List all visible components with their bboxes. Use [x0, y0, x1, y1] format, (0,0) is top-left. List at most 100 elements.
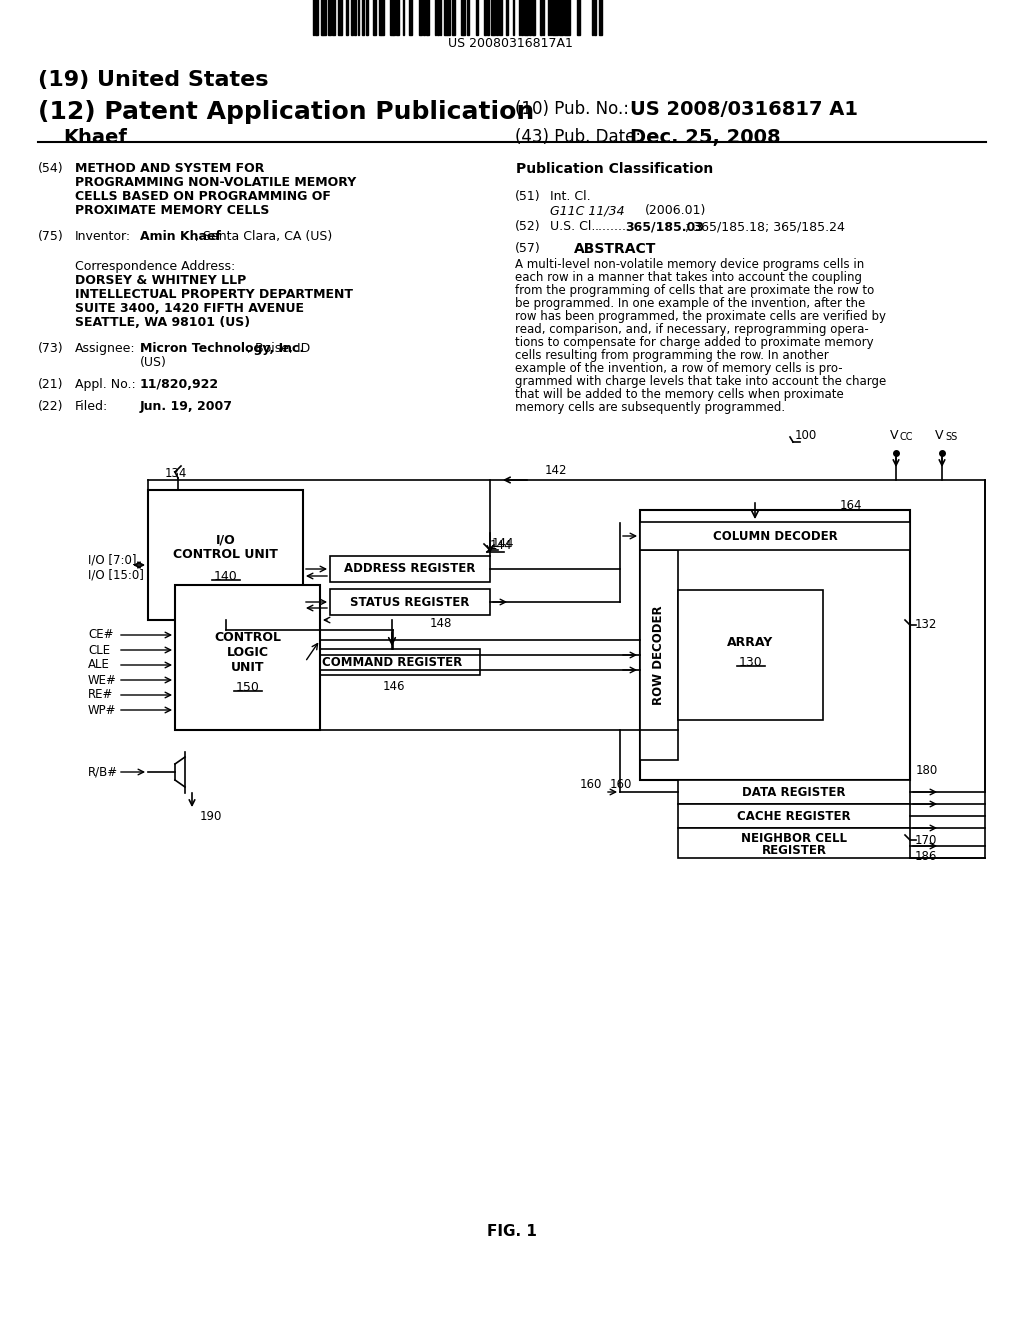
- Text: 146: 146: [383, 680, 406, 693]
- Text: each row in a manner that takes into account the coupling: each row in a manner that takes into acc…: [515, 271, 862, 284]
- Text: 144: 144: [492, 537, 514, 550]
- Text: (19) United States: (19) United States: [38, 70, 268, 90]
- Text: (75): (75): [38, 230, 63, 243]
- Text: Filed:: Filed:: [75, 400, 109, 413]
- Bar: [467, 0, 469, 36]
- Bar: [396, 0, 399, 36]
- Text: row has been programmed, the proximate cells are verified by: row has been programmed, the proximate c…: [515, 310, 886, 323]
- Bar: [487, 0, 489, 36]
- Bar: [499, 0, 502, 36]
- Bar: [379, 0, 381, 36]
- Bar: [328, 0, 331, 36]
- Text: ALE: ALE: [88, 659, 110, 672]
- Bar: [555, 0, 558, 36]
- Text: memory cells are subsequently programmed.: memory cells are subsequently programmed…: [515, 401, 785, 414]
- Text: ROW DECODER: ROW DECODER: [652, 605, 666, 705]
- Text: I/O [15:0]: I/O [15:0]: [88, 569, 144, 582]
- Bar: [506, 0, 508, 36]
- Bar: [330, 589, 490, 615]
- Bar: [559, 0, 562, 36]
- Text: 11/820,922: 11/820,922: [140, 378, 219, 391]
- Bar: [578, 0, 580, 36]
- Bar: [521, 0, 523, 36]
- Bar: [594, 0, 596, 36]
- Text: , Boise, ID: , Boise, ID: [247, 342, 310, 355]
- Text: (2006.01): (2006.01): [645, 205, 707, 216]
- Bar: [423, 0, 425, 36]
- Text: NEIGHBOR CELL: NEIGHBOR CELL: [741, 832, 847, 845]
- Text: , Santa Clara, CA (US): , Santa Clara, CA (US): [195, 230, 332, 243]
- Text: from the programming of cells that are proximate the row to: from the programming of cells that are p…: [515, 284, 874, 297]
- Text: 365/185.03: 365/185.03: [625, 220, 703, 234]
- Text: read, comparison, and, if necessary, reprogramming opera-: read, comparison, and, if necessary, rep…: [515, 323, 868, 337]
- Bar: [346, 0, 348, 36]
- Text: V: V: [890, 429, 898, 442]
- Text: grammed with charge levels that take into account the charge: grammed with charge levels that take int…: [515, 375, 886, 388]
- Text: Khaef: Khaef: [63, 128, 127, 147]
- Bar: [419, 0, 422, 36]
- Bar: [381, 0, 384, 36]
- Text: Jun. 19, 2007: Jun. 19, 2007: [140, 400, 233, 413]
- Text: ARRAY: ARRAY: [727, 636, 773, 649]
- Text: 180: 180: [916, 763, 938, 776]
- Text: 132: 132: [915, 619, 937, 631]
- Bar: [678, 828, 910, 858]
- Text: A multi-level non-volatile memory device programs cells in: A multi-level non-volatile memory device…: [515, 257, 864, 271]
- Text: RE#: RE#: [88, 689, 114, 701]
- Text: Int. Cl.: Int. Cl.: [550, 190, 591, 203]
- Bar: [330, 556, 490, 582]
- Text: (21): (21): [38, 378, 63, 391]
- Bar: [332, 0, 335, 36]
- Text: CC: CC: [900, 432, 913, 442]
- Text: (57): (57): [515, 242, 541, 255]
- Text: SUITE 3400, 1420 FIFTH AVENUE: SUITE 3400, 1420 FIFTH AVENUE: [75, 302, 304, 315]
- Text: ABSTRACT: ABSTRACT: [573, 242, 656, 256]
- Text: I/O: I/O: [216, 533, 236, 546]
- Text: 144: 144: [490, 539, 512, 552]
- Bar: [640, 550, 678, 760]
- Text: US 2008/0316817 A1: US 2008/0316817 A1: [630, 100, 858, 119]
- Text: (51): (51): [515, 190, 541, 203]
- Bar: [362, 0, 364, 36]
- Text: 130: 130: [738, 656, 763, 669]
- Bar: [305, 649, 480, 675]
- Text: Amin Khaef: Amin Khaef: [140, 230, 221, 243]
- Text: 170: 170: [915, 833, 937, 846]
- Text: ..........: ..........: [595, 220, 635, 234]
- Text: 190: 190: [200, 810, 222, 822]
- Bar: [484, 0, 486, 36]
- Text: ; 365/185.18; 365/185.24: ; 365/185.18; 365/185.24: [685, 220, 845, 234]
- Text: Micron Technology, Inc.: Micron Technology, Inc.: [140, 342, 304, 355]
- Text: 160: 160: [580, 779, 602, 792]
- Bar: [390, 0, 393, 36]
- Text: DATA REGISTER: DATA REGISTER: [742, 785, 846, 799]
- Text: 186: 186: [915, 850, 937, 863]
- Text: CACHE REGISTER: CACHE REGISTER: [737, 809, 851, 822]
- Text: 142: 142: [545, 465, 567, 477]
- Bar: [461, 0, 463, 36]
- Text: 160: 160: [610, 779, 633, 792]
- Text: CELLS BASED ON PROGRAMMING OF: CELLS BASED ON PROGRAMMING OF: [75, 190, 331, 203]
- Text: Inventor:: Inventor:: [75, 230, 131, 243]
- Text: DORSEY & WHITNEY LLP: DORSEY & WHITNEY LLP: [75, 275, 246, 286]
- Text: (US): (US): [140, 356, 167, 370]
- Text: REGISTER: REGISTER: [762, 845, 826, 858]
- Text: I/O [7:0]: I/O [7:0]: [88, 553, 136, 566]
- Bar: [496, 0, 498, 36]
- Text: Publication Classification: Publication Classification: [516, 162, 714, 176]
- Text: COMMAND REGISTER: COMMAND REGISTER: [323, 656, 463, 668]
- Bar: [338, 0, 341, 36]
- Bar: [452, 0, 455, 36]
- Text: CONTROL UNIT: CONTROL UNIT: [173, 549, 278, 561]
- Text: that will be added to the memory cells when proximate: that will be added to the memory cells w…: [515, 388, 844, 401]
- Text: (10) Pub. No.:: (10) Pub. No.:: [515, 100, 629, 117]
- Bar: [552, 0, 555, 36]
- Text: METHOD AND SYSTEM FOR: METHOD AND SYSTEM FOR: [75, 162, 264, 176]
- Bar: [529, 0, 531, 36]
- Text: 134: 134: [165, 467, 187, 480]
- Bar: [678, 590, 823, 719]
- Text: 100: 100: [795, 429, 817, 442]
- Bar: [444, 0, 447, 36]
- Text: G11C 11/34: G11C 11/34: [550, 205, 625, 216]
- Bar: [409, 0, 412, 36]
